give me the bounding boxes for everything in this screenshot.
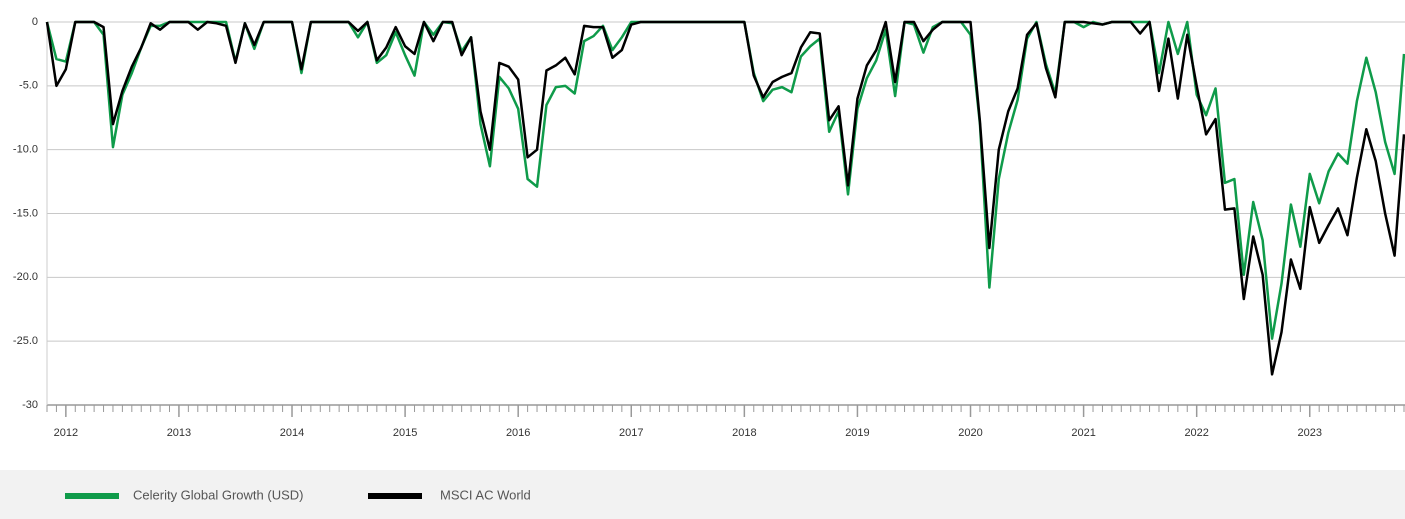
x-tick-label: 2020 bbox=[958, 427, 982, 439]
x-tick-label: 2019 bbox=[845, 427, 869, 439]
x-tick-label: 2022 bbox=[1184, 427, 1208, 439]
x-tick-label: 2014 bbox=[280, 427, 304, 439]
x-tick-label: 2015 bbox=[393, 427, 417, 439]
legend-label: Celerity Global Growth (USD) bbox=[133, 487, 304, 502]
legend-label: MSCI AC World bbox=[440, 487, 531, 502]
series-line bbox=[45, 20, 1405, 376]
x-tick-label: 2012 bbox=[54, 427, 78, 439]
y-tick-label: -30 bbox=[22, 399, 38, 411]
y-tick-label: -20.0 bbox=[13, 271, 38, 283]
y-tick-label: -15.0 bbox=[13, 207, 38, 219]
x-tick-label: 2013 bbox=[167, 427, 191, 439]
x-tick-label: 2018 bbox=[732, 427, 756, 439]
x-tick-label: 2023 bbox=[1298, 427, 1322, 439]
x-tick-label: 2016 bbox=[506, 427, 530, 439]
series-line bbox=[45, 20, 1405, 340]
x-tick-label: 2017 bbox=[619, 427, 643, 439]
y-tick-label: 0 bbox=[32, 16, 38, 28]
legend-box bbox=[0, 470, 1405, 519]
y-tick-label: -5.0 bbox=[19, 80, 38, 92]
x-tick-label: 2021 bbox=[1071, 427, 1095, 439]
y-tick-label: -10.0 bbox=[13, 144, 38, 156]
y-tick-label: -25.0 bbox=[13, 335, 38, 347]
